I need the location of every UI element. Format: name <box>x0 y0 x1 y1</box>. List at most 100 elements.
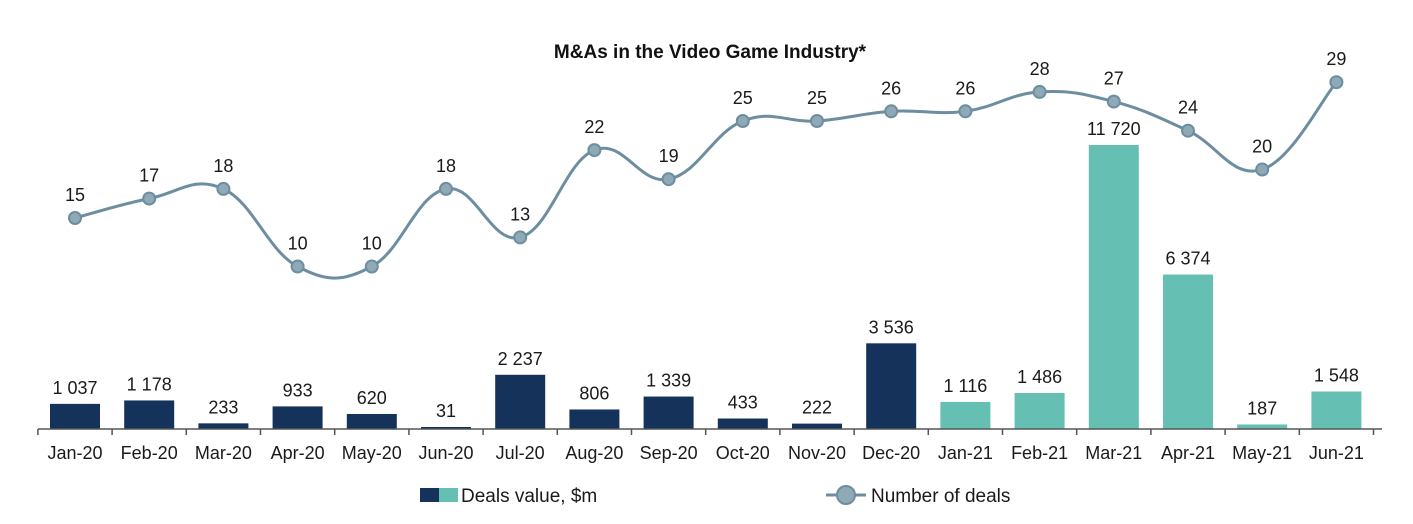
x-tick-label: Jul-20 <box>496 443 545 463</box>
bar-jan-21 <box>940 401 991 429</box>
bar-value-label: 1 486 <box>1017 367 1062 387</box>
x-tick-label: Oct-20 <box>716 443 770 463</box>
x-tick-label: Aug-20 <box>565 443 623 463</box>
point-nov-20 <box>810 114 824 128</box>
point-jun-20 <box>439 181 453 196</box>
bar-jan-20 <box>50 403 100 429</box>
point-feb-20 <box>142 191 157 206</box>
bar-value-label: 187 <box>1247 398 1277 418</box>
x-tick-label: May-20 <box>342 443 402 463</box>
point-may-20 <box>364 259 379 274</box>
bar-oct-20 <box>717 418 768 429</box>
bars-series <box>50 145 1362 429</box>
x-tick-label: Nov-20 <box>788 443 846 463</box>
bar-value-label: 6 374 <box>1165 249 1210 269</box>
x-tick-label: Jan-21 <box>938 443 993 463</box>
point-jan-20 <box>68 211 82 225</box>
bar-value-label: 3 536 <box>869 317 914 337</box>
bar-jul-20 <box>495 374 546 429</box>
bar-value-label: 806 <box>579 383 609 403</box>
bar-value-label: 1 339 <box>646 371 691 391</box>
x-tick-label: Jun-20 <box>418 443 473 463</box>
bar-value-label: 1 178 <box>127 374 172 394</box>
x-tick-label: Sep-20 <box>640 443 698 463</box>
point-oct-20 <box>735 114 750 128</box>
point-feb-21 <box>1032 84 1047 99</box>
legend-marker-swatch <box>836 485 856 505</box>
bar-may-20 <box>346 413 397 429</box>
legend-item-deals-value: Deals value, $m <box>420 486 597 507</box>
bar-nov-20 <box>792 423 842 429</box>
point-value-label: 17 <box>139 166 159 186</box>
bar-value-label: 233 <box>208 397 238 417</box>
legend-swatch-2021 <box>439 488 458 502</box>
point-mar-20 <box>216 181 231 196</box>
point-value-label: 18 <box>436 156 456 176</box>
point-jan-21 <box>958 104 973 119</box>
chart-title: M&As in the Video Game Industry* <box>554 42 867 63</box>
point-value-label: 15 <box>65 185 85 205</box>
line-labels: 15 17 18 10 10 18 13 22 19 25 25 26 26 28 27 24 20 29 <box>65 49 1346 253</box>
bar-dec-20 <box>866 343 917 429</box>
bar-aug-20 <box>569 409 620 429</box>
bar-value-label: 222 <box>802 398 832 418</box>
x-tick-label: Jun-21 <box>1309 443 1364 463</box>
x-tick-label: Jan-20 <box>47 443 102 463</box>
point-jun-21 <box>1329 75 1344 90</box>
bar-feb-21 <box>1014 392 1065 429</box>
bar-value-label: 433 <box>728 393 758 413</box>
x-tick-label: Feb-20 <box>121 443 178 463</box>
x-tick-label: Apr-21 <box>1161 443 1215 463</box>
bar-sep-20 <box>643 396 694 429</box>
point-mar-21 <box>1106 94 1121 109</box>
x-tick-label: Feb-21 <box>1011 443 1068 463</box>
bar-apr-21 <box>1163 274 1213 429</box>
point-value-label: 25 <box>733 88 753 108</box>
line-points <box>68 75 1344 274</box>
x-tick-label: Mar-20 <box>195 443 252 463</box>
point-value-label: 25 <box>807 88 827 108</box>
bar-value-label: 620 <box>357 388 387 408</box>
point-value-label: 10 <box>288 234 308 254</box>
x-tick-label: Mar-21 <box>1085 443 1142 463</box>
bar-value-label: 1 037 <box>52 378 97 398</box>
bar-apr-20 <box>272 406 323 429</box>
point-dec-20 <box>884 104 899 119</box>
bar-feb-20 <box>124 400 175 429</box>
point-value-label: 18 <box>213 156 233 176</box>
bar-jun-20 <box>421 427 471 429</box>
bar-value-label: 31 <box>436 401 456 421</box>
point-value-label: 24 <box>1178 98 1198 118</box>
point-value-label: 19 <box>659 146 679 166</box>
point-sep-20 <box>661 172 676 187</box>
point-may-21 <box>1255 162 1270 177</box>
bar-may-21 <box>1237 424 1288 429</box>
legend-item-number-of-deals: Number of deals <box>826 485 1010 507</box>
point-value-label: 26 <box>881 78 901 98</box>
point-value-label: 27 <box>1104 69 1124 89</box>
point-jul-20 <box>513 230 528 245</box>
point-value-label: 29 <box>1326 49 1346 69</box>
bar-value-label: 1 116 <box>944 376 988 396</box>
x-axis-ticks: Jan-20 Feb-20 Mar-20 Apr-20 May-20 Jun-20 Jul-… <box>37 429 1375 463</box>
bar-value-label: 933 <box>283 380 313 400</box>
x-tick-label: May-21 <box>1232 443 1292 463</box>
point-apr-21 <box>1181 123 1195 138</box>
x-tick-label: Apr-20 <box>271 443 325 463</box>
point-value-label: 13 <box>510 204 530 224</box>
bar-value-label: 2 237 <box>498 349 543 369</box>
bar-value-label: 11 720 <box>1087 119 1141 139</box>
legend-label-number-of-deals: Number of deals <box>871 486 1010 507</box>
point-aug-20 <box>587 143 602 158</box>
legend-label-deals-value: Deals value, $m <box>461 486 597 507</box>
legend-swatch-2020 <box>420 488 439 502</box>
point-value-label: 20 <box>1252 137 1272 157</box>
bar-mar-20 <box>198 423 249 429</box>
point-value-label: 28 <box>1030 59 1050 79</box>
bar-mar-21 <box>1088 145 1139 429</box>
legend: Deals value, $m Number of deals <box>420 485 1010 507</box>
point-value-label: 22 <box>584 117 604 137</box>
point-apr-20 <box>290 259 305 274</box>
